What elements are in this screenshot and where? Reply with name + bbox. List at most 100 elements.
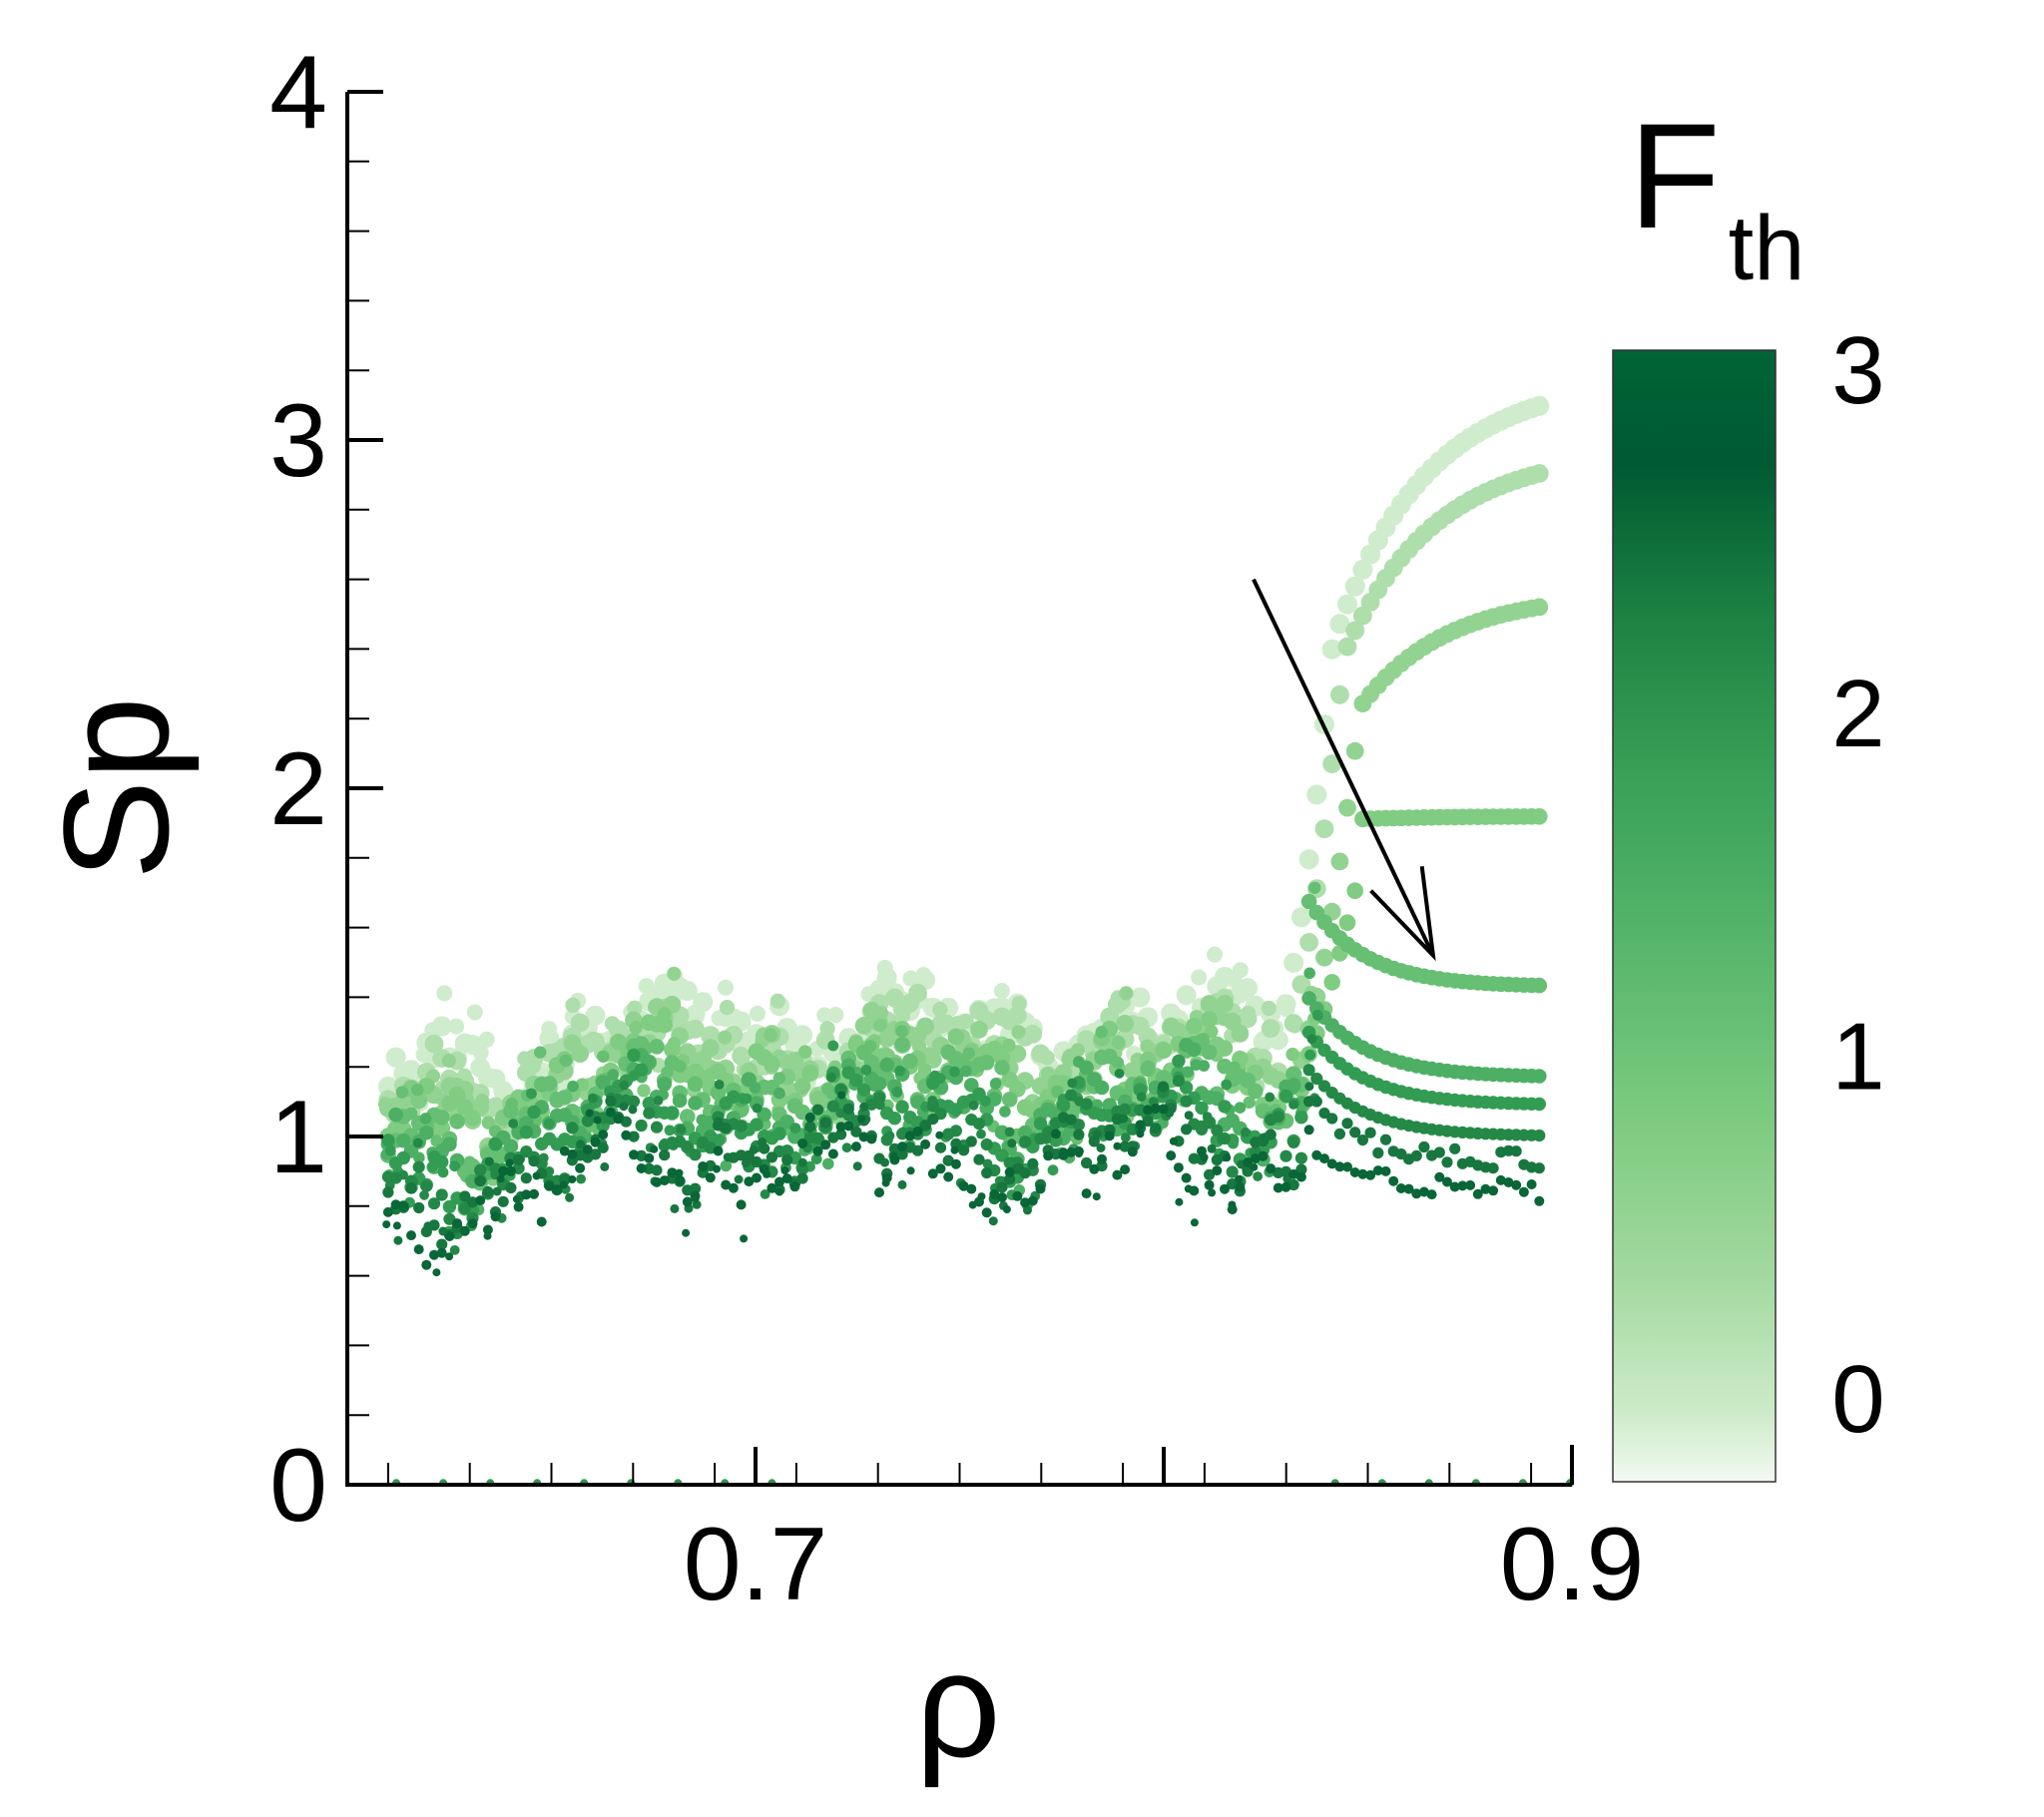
data-point xyxy=(1172,1054,1186,1069)
data-point xyxy=(774,1176,784,1187)
data-point xyxy=(1012,1190,1023,1201)
colorbar-bar xyxy=(1612,349,1777,1483)
data-point xyxy=(659,1149,671,1161)
data-point xyxy=(420,1179,433,1192)
data-point xyxy=(1220,1183,1230,1194)
data-point xyxy=(651,1164,663,1176)
data-point xyxy=(1330,852,1349,871)
data-point xyxy=(503,1138,519,1154)
data-point xyxy=(698,1161,709,1171)
data-point xyxy=(445,1252,454,1261)
data-point xyxy=(431,1016,452,1037)
data-point xyxy=(1119,986,1134,1001)
data-point xyxy=(876,959,893,976)
data-point xyxy=(436,985,453,1002)
data-point xyxy=(682,1196,693,1207)
data-point xyxy=(428,1219,440,1231)
data-point xyxy=(1285,1047,1299,1062)
data-point xyxy=(908,983,927,1003)
data-point xyxy=(1089,1163,1100,1174)
data-point xyxy=(513,1153,525,1165)
data-point xyxy=(1217,1058,1233,1075)
data-point xyxy=(1529,464,1549,483)
data-point xyxy=(1039,1050,1055,1066)
data-point xyxy=(858,1132,869,1142)
data-point xyxy=(435,1188,448,1201)
arrow-shaft xyxy=(1252,578,1435,957)
data-point xyxy=(787,1058,802,1073)
data-point xyxy=(935,1163,946,1174)
data-point xyxy=(621,1130,632,1140)
data-point xyxy=(1532,1097,1547,1112)
data-point xyxy=(619,1102,629,1112)
data-point xyxy=(1441,1156,1453,1168)
data-point xyxy=(1235,1174,1244,1183)
data-point xyxy=(841,1142,852,1153)
data-point xyxy=(852,1161,862,1171)
data-point xyxy=(1204,1168,1216,1180)
data-point xyxy=(1158,1104,1169,1115)
data-point xyxy=(1518,1186,1529,1197)
data-point xyxy=(1201,1011,1218,1028)
data-point xyxy=(565,1192,575,1202)
data-point xyxy=(481,1116,495,1130)
data-point xyxy=(1228,1200,1237,1209)
data-point xyxy=(672,1093,688,1109)
arrow-head xyxy=(1369,865,1436,962)
data-point xyxy=(760,1189,770,1199)
annotations xyxy=(1252,578,1436,962)
data-point xyxy=(780,1144,793,1157)
data-point xyxy=(1080,1098,1093,1111)
data-point xyxy=(1204,1179,1215,1190)
data-point xyxy=(505,1165,516,1176)
data-point xyxy=(993,983,1010,999)
data-point xyxy=(1333,1128,1345,1139)
data-point xyxy=(1488,1185,1499,1196)
data-point xyxy=(1345,741,1364,760)
data-point xyxy=(588,1093,598,1104)
data-point xyxy=(1395,1183,1406,1193)
data-point xyxy=(1150,1123,1162,1135)
data-point xyxy=(1111,1056,1125,1070)
data-point xyxy=(835,1122,846,1133)
data-point xyxy=(525,1059,541,1075)
data-point xyxy=(1352,559,1373,580)
data-point xyxy=(464,1110,481,1127)
data-point xyxy=(1228,1137,1239,1149)
data-point xyxy=(424,1034,444,1054)
data-point xyxy=(714,1117,724,1127)
data-point xyxy=(585,1005,606,1026)
data-point xyxy=(850,1126,862,1137)
data-point xyxy=(996,1181,1008,1193)
data-point xyxy=(437,1166,449,1178)
data-point xyxy=(1306,784,1327,805)
data-point xyxy=(866,1134,877,1144)
data-point xyxy=(989,1078,1002,1090)
data-point xyxy=(721,1179,732,1190)
data-point xyxy=(1304,1049,1315,1061)
data-point xyxy=(812,1145,823,1156)
data-point xyxy=(529,1188,539,1199)
data-point xyxy=(1104,1131,1115,1141)
data-point xyxy=(1449,1142,1461,1154)
data-point xyxy=(401,1060,421,1081)
data-point xyxy=(521,1189,532,1200)
data-point xyxy=(667,1167,678,1178)
data-point xyxy=(1002,1205,1011,1214)
x-axis-title: ρ xyxy=(915,1620,1000,1788)
data-point xyxy=(1356,1135,1368,1146)
colorbar-title: Fth xyxy=(1629,92,1804,299)
colorbar-title-main: F xyxy=(1629,92,1721,259)
data-point xyxy=(1326,1113,1338,1125)
data-point xyxy=(1290,907,1311,928)
series-fth-0.05 xyxy=(377,395,1550,1119)
data-point xyxy=(1288,1168,1299,1179)
data-point xyxy=(466,1004,483,1021)
data-point xyxy=(1279,1149,1292,1162)
data-point xyxy=(1288,1100,1298,1110)
data-point xyxy=(676,1125,687,1135)
data-point xyxy=(826,1100,840,1113)
data-point xyxy=(1261,1000,1277,1017)
data-point xyxy=(482,1224,493,1235)
